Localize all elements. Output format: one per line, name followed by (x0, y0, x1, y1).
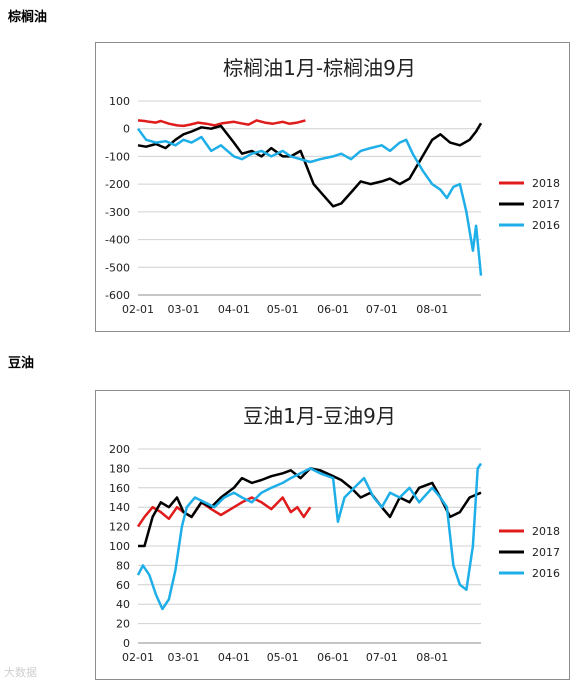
x-tick-label: 08-01 (416, 303, 448, 316)
x-tick-label: 04-01 (218, 303, 250, 316)
soybean-oil-spread-chart: 豆油1月-豆油9月 200 180 160 140 120 100 80 60 40 20 0 02-0… (95, 390, 570, 680)
x-tick-label: 05-01 (267, 651, 299, 664)
watermark-text: 大数据 (4, 666, 37, 679)
x-tick-label: 02-01 (122, 303, 154, 316)
y-tick-label: 80 (116, 559, 130, 572)
legend-label-2018: 2018 (532, 525, 560, 538)
x-tick-label: 03-01 (168, 303, 200, 316)
y-tick-label: 160 (109, 482, 130, 495)
x-tick-label: 04-01 (218, 651, 250, 664)
y-tick-label: -300 (105, 206, 130, 219)
y-tick-label: 40 (116, 598, 130, 611)
soybean-oil-chart-svg: 豆油1月-豆油9月20018016014012010080604020002-0… (109, 404, 560, 664)
series-line-2018 (136, 496, 312, 528)
y-tick-label: 0 (123, 123, 130, 136)
series-line-2018 (137, 119, 306, 128)
palm-oil-chart-svg: 棕榈油1月-棕榈油9月1000-100-200-300-400-500-6000… (105, 56, 560, 316)
y-tick-label: 20 (116, 618, 130, 631)
series-line-2016 (136, 462, 483, 611)
x-tick-label: 06-01 (317, 303, 349, 316)
y-tick-label: -600 (105, 289, 130, 302)
y-tick-label: 100 (109, 95, 130, 108)
palm-oil-spread-chart: 棕榈油1月-棕榈油9月 100 0 -100 -200 -300 -400 -500 -600 0… (95, 42, 570, 332)
y-tick-label: 100 (109, 540, 130, 553)
series-line-2016 (136, 127, 483, 276)
x-tick-label: 02-01 (122, 651, 154, 664)
y-tick-label: -100 (105, 150, 130, 163)
y-tick-label: 60 (116, 579, 130, 592)
chart-title: 棕榈油1月-棕榈油9月 (223, 56, 416, 80)
y-tick-label: -200 (105, 178, 130, 191)
series-line-2017 (138, 467, 482, 548)
x-tick-label: 03-01 (168, 651, 200, 664)
legend-label-2017: 2017 (532, 198, 560, 211)
legend-label-2016: 2016 (532, 567, 560, 580)
legend-label-2016: 2016 (532, 219, 560, 232)
legend-label-2018: 2018 (532, 177, 560, 190)
x-tick-label: 07-01 (366, 303, 398, 316)
x-tick-label: 08-01 (416, 651, 448, 664)
section-label-soybean-oil: 豆油 (8, 356, 35, 371)
legend-label-2017: 2017 (532, 546, 560, 559)
y-tick-label: -500 (105, 261, 130, 274)
x-tick-label: 05-01 (267, 303, 299, 316)
y-tick-label: 200 (109, 443, 130, 456)
y-tick-label: 0 (123, 637, 130, 650)
x-tick-label: 06-01 (317, 651, 349, 664)
y-tick-label: 140 (109, 501, 130, 514)
y-tick-label: 120 (109, 521, 130, 534)
series-line-2017 (137, 122, 483, 208)
y-tick-label: -400 (105, 234, 130, 247)
x-tick-label: 07-01 (366, 651, 398, 664)
chart-title: 豆油1月-豆油9月 (243, 404, 396, 428)
y-tick-label: 180 (109, 462, 130, 475)
section-label-palm-oil: 棕榈油 (8, 10, 48, 25)
